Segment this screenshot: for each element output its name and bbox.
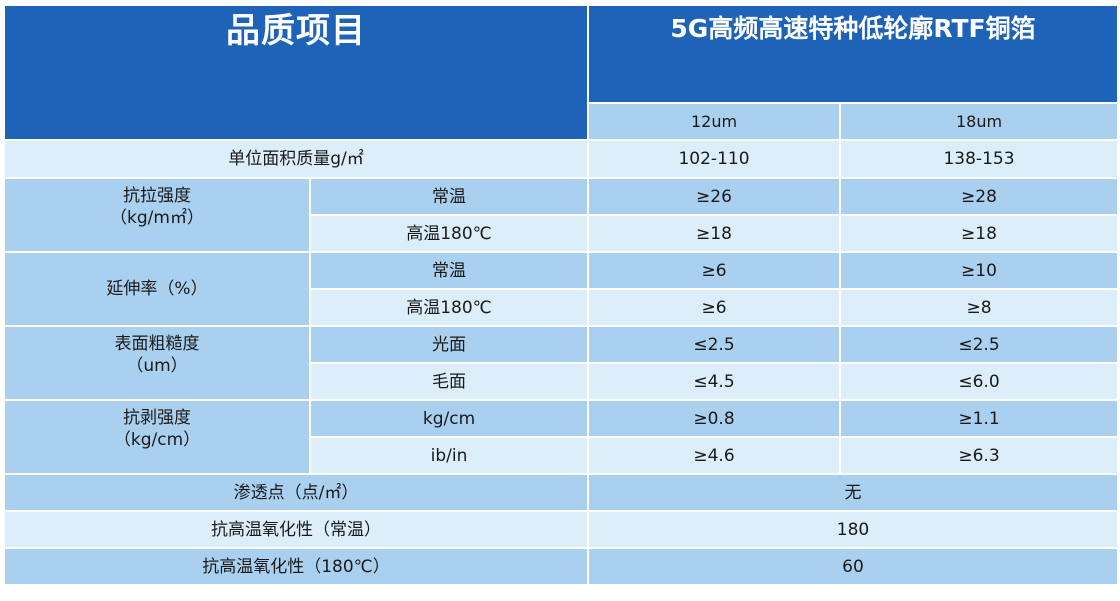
sub-label-peel-ibin: ib/in	[309, 436, 589, 475]
cell-tensile-hot-12um: ≥18	[587, 214, 841, 253]
cell-rough-matte-18um: ≤6.0	[839, 362, 1119, 401]
table-row: 毛面 ≤4.5 ≤6.0	[4, 362, 1119, 401]
cell-tensile-normal-12um: ≥26	[587, 177, 841, 216]
thickness-header-row: 12um 18um	[4, 102, 1119, 141]
cell-pinhole-value: 无	[587, 473, 1119, 512]
cell-oxidation-normal-value: 180	[587, 510, 1119, 549]
table-row: 抗剥强度 （kg/cm） kg/cm ≥0.8 ≥1.1	[3, 399, 1119, 475]
table-row: 单位面积质量g/㎡ 102-110 138-153	[3, 139, 1119, 179]
table-row: 抗拉强度 （kg/m㎡） 常温 ≥26 ≥28	[3, 177, 1119, 253]
table-row: 延伸率（%） 常温 ≥6 ≥10	[3, 251, 1119, 327]
row-label-oxidation-normal: 抗高温氧化性（常温）	[3, 510, 589, 549]
spec-table-container: 品质项目 5G高频高速特种低轮廓RTF铜箔 12um 18um 单位面积质量g/…	[3, 4, 1119, 592]
cell-rough-shiny-12um: ≤2.5	[587, 325, 841, 364]
row-label-pinhole: 渗透点（点/㎡）	[3, 473, 589, 512]
cell-oxidation-hot-value: 60	[587, 547, 1119, 586]
sub-label-elong-normal: 常温	[309, 251, 589, 290]
product-title-header: 5G高频高速特种低轮廓RTF铜箔	[587, 4, 1119, 104]
cell-peel-ibin-18um: ≥6.3	[839, 436, 1119, 475]
row-label-elongation: 延伸率（%）	[3, 251, 311, 327]
col-header-12um: 12um	[587, 102, 841, 141]
peel-label-line2: （kg/cm）	[113, 430, 201, 450]
table-row: 高温180℃ ≥18 ≥18	[4, 214, 1119, 253]
table-row: 渗透点（点/㎡） 无	[3, 473, 1119, 512]
row-label-peel: 抗剥强度 （kg/cm）	[3, 399, 311, 475]
row-label-oxidation-hot: 抗高温氧化性（180℃）	[3, 547, 589, 586]
row-label-tensile: 抗拉强度 （kg/m㎡）	[3, 177, 311, 253]
cell-elong-normal-12um: ≥6	[587, 251, 841, 290]
table-row: ib/in ≥4.6 ≥6.3	[4, 436, 1119, 475]
table-row: 表面粗糙度 （um） 光面 ≤2.5 ≤2.5	[3, 325, 1119, 401]
roughness-label-line2: （um）	[126, 356, 188, 376]
quality-items-header: 品质项目	[3, 4, 589, 141]
sub-label-tensile-hot: 高温180℃	[309, 214, 589, 253]
tensile-label-line1: 抗拉强度	[123, 186, 191, 206]
table-row: 高温180℃ ≥6 ≥8	[4, 288, 1119, 327]
cell-tensile-normal-18um: ≥28	[839, 177, 1119, 216]
cell-rough-matte-12um: ≤4.5	[587, 362, 841, 401]
sub-label-elong-hot: 高温180℃	[309, 288, 589, 327]
sub-label-tensile-normal: 常温	[309, 177, 589, 216]
col-header-18um: 18um	[839, 102, 1119, 141]
peel-label-line1: 抗剥强度	[123, 408, 191, 428]
cell-area-weight-18um: 138-153	[839, 139, 1119, 179]
cell-tensile-hot-18um: ≥18	[839, 214, 1119, 253]
cell-peel-ibin-12um: ≥4.6	[587, 436, 841, 475]
cell-elong-hot-12um: ≥6	[587, 288, 841, 327]
sub-label-rough-matte: 毛面	[309, 362, 589, 401]
row-label-area-weight: 单位面积质量g/㎡	[3, 139, 589, 179]
cell-elong-hot-18um: ≥8	[839, 288, 1119, 327]
sub-label-rough-shiny: 光面	[309, 325, 589, 364]
sub-label-peel-kgcm: kg/cm	[309, 399, 589, 438]
cell-peel-kgcm-18um: ≥1.1	[839, 399, 1119, 438]
cell-elong-normal-18um: ≥10	[839, 251, 1119, 290]
tensile-label-line2: （kg/m㎡）	[110, 208, 204, 228]
table-row: 抗高温氧化性（180℃） 60	[3, 547, 1119, 586]
table-row: 抗高温氧化性（常温） 180	[3, 510, 1119, 549]
row-label-roughness: 表面粗糙度 （um）	[3, 325, 311, 401]
cell-area-weight-12um: 102-110	[587, 139, 841, 179]
header-row: 品质项目 5G高频高速特种低轮廓RTF铜箔	[3, 4, 1119, 141]
cell-peel-kgcm-12um: ≥0.8	[587, 399, 841, 438]
spec-table: 品质项目 5G高频高速特种低轮廓RTF铜箔 12um 18um 单位面积质量g/…	[3, 4, 1119, 586]
cell-rough-shiny-18um: ≤2.5	[839, 325, 1119, 364]
roughness-label-line1: 表面粗糙度	[114, 334, 200, 354]
